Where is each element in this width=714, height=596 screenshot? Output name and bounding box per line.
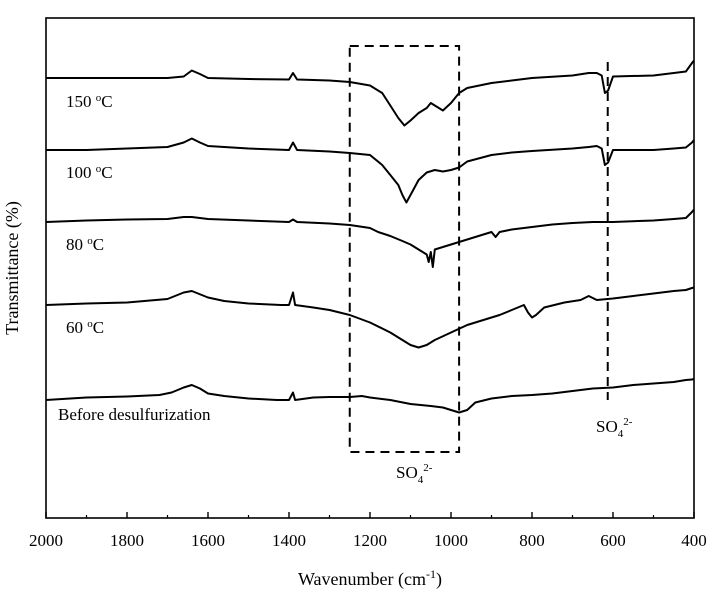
x-tick-label: 2000 xyxy=(29,531,63,550)
plot-frame xyxy=(45,17,695,519)
x-tick-label: 800 xyxy=(519,531,545,550)
series-line xyxy=(45,286,695,349)
x-tick-label: 600 xyxy=(600,531,626,550)
series-line xyxy=(45,378,695,414)
series-line xyxy=(46,137,695,204)
x-axis-ticks: 2000 1800 1600 1400 1200 1000 800 600 400 xyxy=(29,512,707,550)
series-group xyxy=(45,59,695,414)
x-tick-label: 1600 xyxy=(191,531,225,550)
x-tick-label: 1000 xyxy=(434,531,468,550)
x-tick-label: 400 xyxy=(681,531,707,550)
series-label: 80 oC xyxy=(66,235,104,254)
so4-annotation: SO42- xyxy=(596,416,633,440)
annotations: SO42- SO42- xyxy=(348,45,633,486)
series-label: 100 oC xyxy=(66,163,113,182)
series-labels: 150 oC 100 oC 80 oC 60 oC Before desulfuriza… xyxy=(58,92,211,424)
x-tick-label: 1800 xyxy=(110,531,144,550)
series-label: 150 oC xyxy=(66,92,113,111)
x-axis-title: Wavenumber (cm-1) xyxy=(298,567,442,590)
series-line xyxy=(46,59,695,127)
highlight-box xyxy=(348,45,461,453)
series-label: 60 oC xyxy=(66,318,104,337)
series-label: Before desulfurization xyxy=(58,405,211,424)
so4-annotation: SO42- xyxy=(396,462,433,486)
x-tick-label: 1400 xyxy=(272,531,306,550)
y-axis-title: Transmittance (%) xyxy=(2,201,23,335)
x-tick-label: 1200 xyxy=(353,531,387,550)
series-line xyxy=(45,208,695,268)
